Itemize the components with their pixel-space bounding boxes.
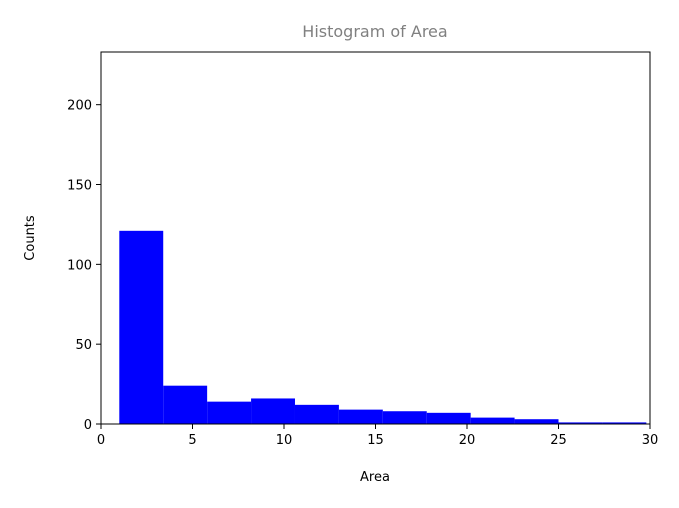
bar xyxy=(382,411,427,424)
x-tick-label: 20 xyxy=(459,433,476,448)
y-tick-label: 50 xyxy=(75,338,92,353)
bar xyxy=(470,417,515,424)
x-tick-label: 15 xyxy=(367,433,384,448)
x-tick-label: 30 xyxy=(642,433,659,448)
y-tick-label: 200 xyxy=(67,99,92,114)
bar xyxy=(338,409,383,424)
bar xyxy=(294,404,339,424)
x-tick-label: 5 xyxy=(188,433,196,448)
y-tick-label: 100 xyxy=(67,258,92,273)
x-tick-label: 25 xyxy=(550,433,567,448)
bar xyxy=(602,422,647,424)
y-tick-label: 150 xyxy=(67,179,92,194)
x-tick-label: 0 xyxy=(97,433,105,448)
y-axis-label: Counts xyxy=(23,215,38,261)
bar xyxy=(163,385,208,424)
bar xyxy=(119,230,164,424)
bar xyxy=(426,412,471,424)
plot-frame xyxy=(100,51,651,425)
y-tick-label: 0 xyxy=(84,418,92,433)
bar xyxy=(251,398,295,424)
chart-title: Histogram of Area xyxy=(302,22,447,41)
bar xyxy=(514,419,559,424)
x-tick-label: 10 xyxy=(276,433,293,448)
bar xyxy=(207,401,252,424)
bar xyxy=(558,422,603,424)
x-axis-label: Area xyxy=(360,470,390,485)
